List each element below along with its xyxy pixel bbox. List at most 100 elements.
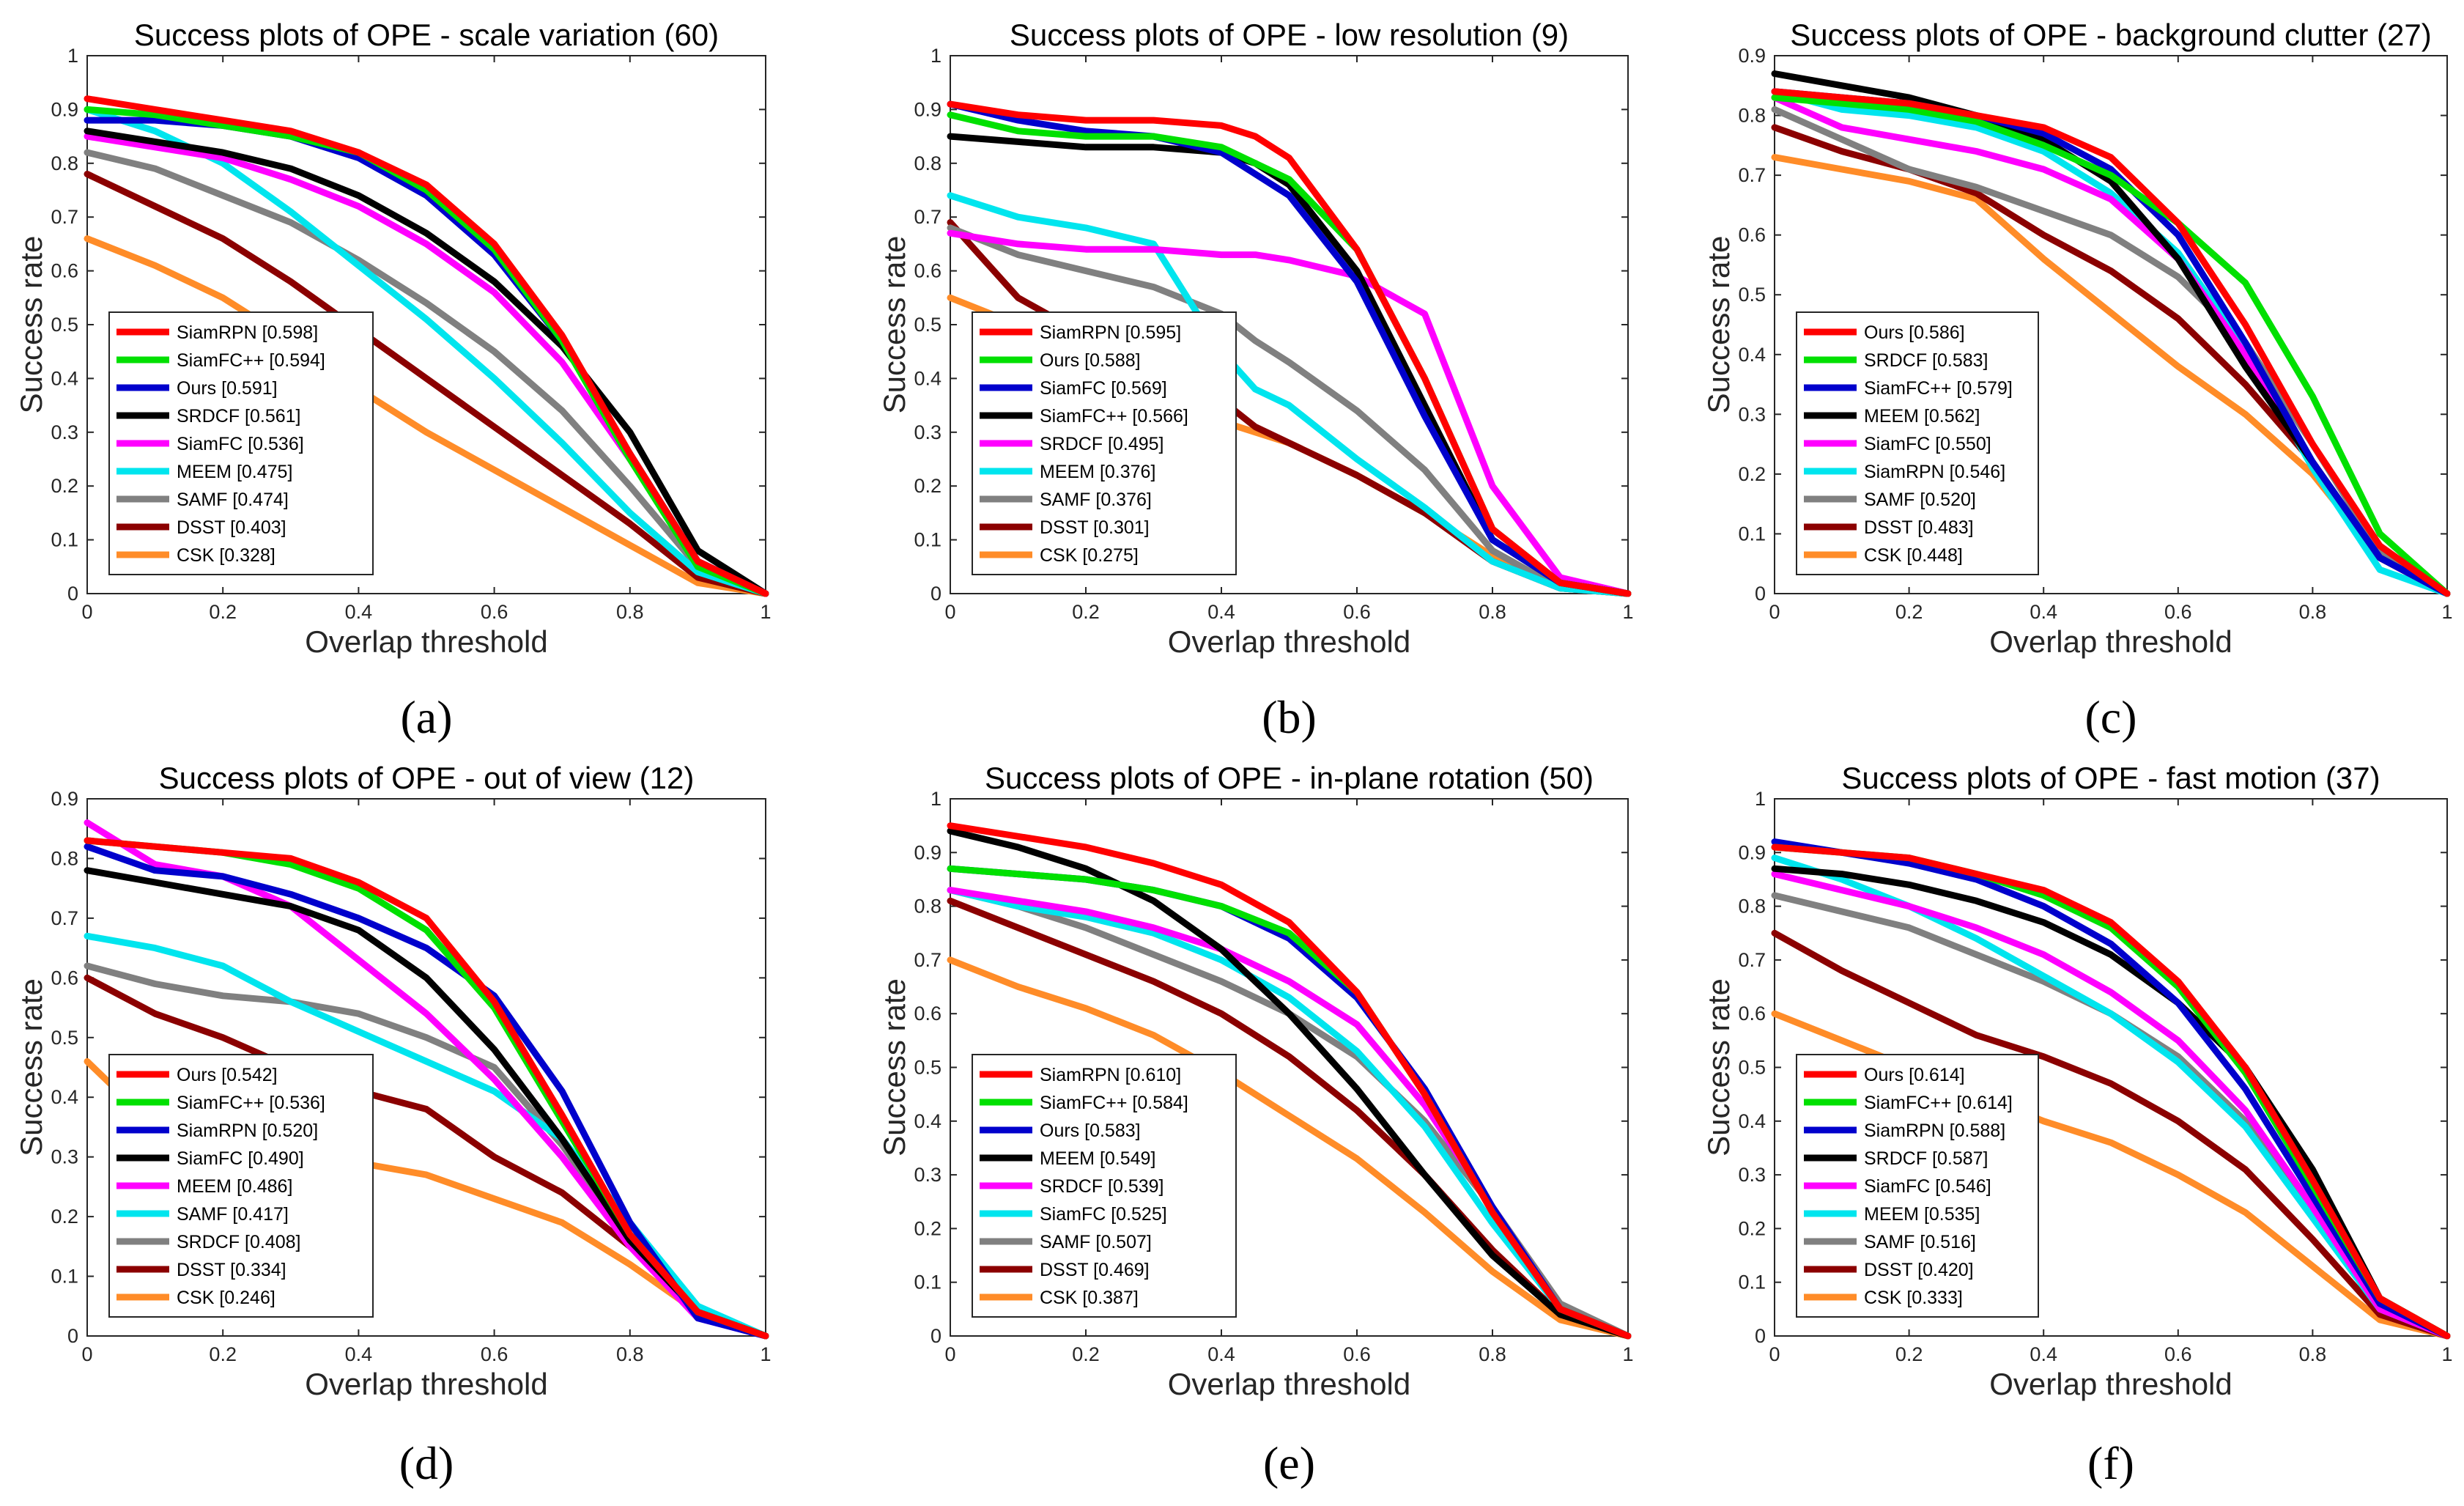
chart-2-legend-label: DSST [0.483] xyxy=(1864,517,1974,538)
chart-5-ytick-label: 0.6 xyxy=(1738,1003,1766,1025)
chart-3-title: Success plots of OPE - out of view (12) xyxy=(159,761,695,795)
chart-5-legend-label: SiamFC++ [0.614] xyxy=(1864,1093,2013,1113)
chart-1: Success plots of OPE - low resolution (9… xyxy=(877,18,1634,743)
chart-3-legend-label: SiamFC++ [0.536] xyxy=(177,1093,325,1113)
chart-2-legend-label: Ours [0.586] xyxy=(1864,322,1965,343)
chart-4-ytick-label: 0.9 xyxy=(914,841,941,863)
chart-1-legend-label: DSST [0.301] xyxy=(1040,517,1150,538)
chart-1-caption: (b) xyxy=(1262,691,1317,743)
chart-5-xtick-label: 0 xyxy=(1769,1343,1780,1365)
chart-3-ytick-label: 0 xyxy=(67,1325,78,1347)
chart-4-xtick-label: 0.2 xyxy=(1072,1343,1100,1365)
chart-4-legend-label: SiamFC [0.525] xyxy=(1040,1204,1167,1225)
chart-3-caption: (d) xyxy=(399,1437,454,1489)
chart-1-series-line xyxy=(947,229,1632,597)
chart-2-ytick-label: 0.4 xyxy=(1738,344,1766,366)
chart-4-ytick-label: 0.5 xyxy=(914,1057,941,1079)
chart-0-xtick-label: 0.6 xyxy=(481,601,508,623)
chart-4-xtick-label: 0.6 xyxy=(1343,1343,1371,1365)
chart-5-ytick-label: 0.9 xyxy=(1738,841,1766,863)
chart-0-ytick-label: 0.8 xyxy=(51,152,78,174)
chart-2-ytick-label: 0 xyxy=(1755,583,1766,605)
chart-2-legend-label: SAMF [0.520] xyxy=(1864,490,1976,510)
chart-3-legend-label: MEEM [0.486] xyxy=(177,1176,292,1197)
chart-4-ytick-label: 1 xyxy=(931,788,941,810)
chart-2-xlabel: Overlap threshold xyxy=(1989,624,2232,659)
chart-5-xtick-label: 0.4 xyxy=(2030,1343,2057,1365)
chart-0-legend-label: SAMF [0.474] xyxy=(177,490,289,510)
chart-1-legend-label: SiamFC [0.569] xyxy=(1040,378,1167,399)
chart-5-ytick-label: 0.7 xyxy=(1738,949,1766,971)
chart-5-legend-label: CSK [0.333] xyxy=(1864,1288,1963,1308)
chart-3-ytick-label: 0.9 xyxy=(51,788,78,810)
chart-1-legend-label: MEEM [0.376] xyxy=(1040,462,1155,482)
chart-0-legend-label: SiamFC++ [0.594] xyxy=(177,350,325,371)
chart-4-legend-label: SiamRPN [0.610] xyxy=(1040,1065,1181,1085)
chart-5-legend-label: SAMF [0.516] xyxy=(1864,1232,1976,1252)
chart-2-ytick-label: 0.2 xyxy=(1738,463,1766,485)
chart-4-ytick-label: 0.2 xyxy=(914,1217,941,1239)
chart-5-ylabel: Success rate xyxy=(1701,978,1736,1156)
chart-5-ytick-label: 0.8 xyxy=(1738,896,1766,918)
chart-5: Success plots of OPE - fast motion (37) 0… xyxy=(1701,761,2453,1489)
chart-4-series-line xyxy=(947,956,1632,1340)
chart-4-legend-label: Ours [0.583] xyxy=(1040,1121,1141,1141)
chart-3-ytick-label: 0.8 xyxy=(51,847,78,869)
chart-2-legend-label: SiamFC [0.550] xyxy=(1864,434,1991,454)
chart-1-series-line xyxy=(947,100,1632,597)
chart-0-xtick-label: 0.4 xyxy=(345,601,373,623)
chart-1-xtick-label: 0 xyxy=(944,601,955,623)
chart-3-xtick-label: 0.2 xyxy=(209,1343,237,1365)
chart-2-ytick-label: 0.7 xyxy=(1738,164,1766,186)
chart-0-series-line xyxy=(84,171,769,597)
chart-0-ytick-label: 0.7 xyxy=(51,206,78,228)
chart-4-xtick-label: 0 xyxy=(944,1343,955,1365)
chart-4-series-line xyxy=(947,827,1632,1340)
chart-1-ytick-label: 0.3 xyxy=(914,421,941,443)
chart-1-legend-label: SAMF [0.376] xyxy=(1040,490,1152,510)
chart-2-legend-label: SiamFC++ [0.579] xyxy=(1864,378,2013,399)
chart-3-legend-label: SAMF [0.417] xyxy=(177,1204,289,1225)
chart-1-series-line xyxy=(947,192,1632,597)
chart-4-legend-label: DSST [0.469] xyxy=(1040,1260,1150,1280)
chart-5-legend-label: Ours [0.614] xyxy=(1864,1065,1965,1085)
chart-1-legend-label: CSK [0.275] xyxy=(1040,545,1139,566)
chart-2-series-line xyxy=(1771,88,2451,597)
chart-3-xlabel: Overlap threshold xyxy=(305,1367,548,1401)
chart-3-legend-label: Ours [0.542] xyxy=(177,1065,278,1085)
chart-2-ytick-label: 0.5 xyxy=(1738,284,1766,306)
chart-0-series-line xyxy=(84,235,769,597)
chart-4-legend-label: MEEM [0.549] xyxy=(1040,1148,1155,1169)
chart-4-ylabel: Success rate xyxy=(877,978,911,1156)
chart-5-legend-label: SRDCF [0.587] xyxy=(1864,1148,1988,1169)
chart-2-xtick-label: 0.6 xyxy=(2164,601,2192,623)
chart-0-ytick-label: 0.9 xyxy=(51,98,78,120)
chart-3: Success plots of OPE - out of view (12) 0… xyxy=(14,761,772,1489)
chart-4-xtick-label: 0.4 xyxy=(1207,1343,1235,1365)
chart-5-xtick-label: 0.6 xyxy=(2164,1343,2192,1365)
chart-2-xtick-label: 0.8 xyxy=(2299,601,2327,623)
chart-0-ytick-label: 0.2 xyxy=(51,475,78,497)
chart-1-ytick-label: 1 xyxy=(931,45,941,67)
chart-3-xtick-label: 0.6 xyxy=(481,1343,508,1365)
chart-2-caption: (c) xyxy=(2084,691,2136,743)
chart-4-xtick-label: 1 xyxy=(1622,1343,1633,1365)
chart-4-ytick-label: 0.8 xyxy=(914,896,941,918)
chart-0-ytick-label: 0 xyxy=(67,583,78,605)
chart-4-series-line xyxy=(947,887,1632,1340)
chart-4-ytick-label: 0.7 xyxy=(914,949,941,971)
chart-3-xtick-label: 0 xyxy=(81,1343,92,1365)
chart-1-legend-label: SRDCF [0.495] xyxy=(1040,434,1164,454)
chart-2-series-line xyxy=(1771,88,2451,597)
chart-1-ytick-label: 0.2 xyxy=(914,475,941,497)
chart-2-series-line xyxy=(1771,94,2451,597)
chart-5-xtick-label: 1 xyxy=(2441,1343,2452,1365)
chart-0-legend-label: Ours [0.591] xyxy=(177,378,278,399)
chart-1-ytick-label: 0.5 xyxy=(914,314,941,336)
chart-5-caption: (f) xyxy=(2087,1437,2134,1489)
chart-4-ytick-label: 0.3 xyxy=(914,1164,941,1186)
chart-2-ytick-label: 0.3 xyxy=(1738,403,1766,425)
chart-3-legend-label: DSST [0.334] xyxy=(177,1260,286,1280)
chart-2-ytick-label: 0.8 xyxy=(1738,105,1766,127)
